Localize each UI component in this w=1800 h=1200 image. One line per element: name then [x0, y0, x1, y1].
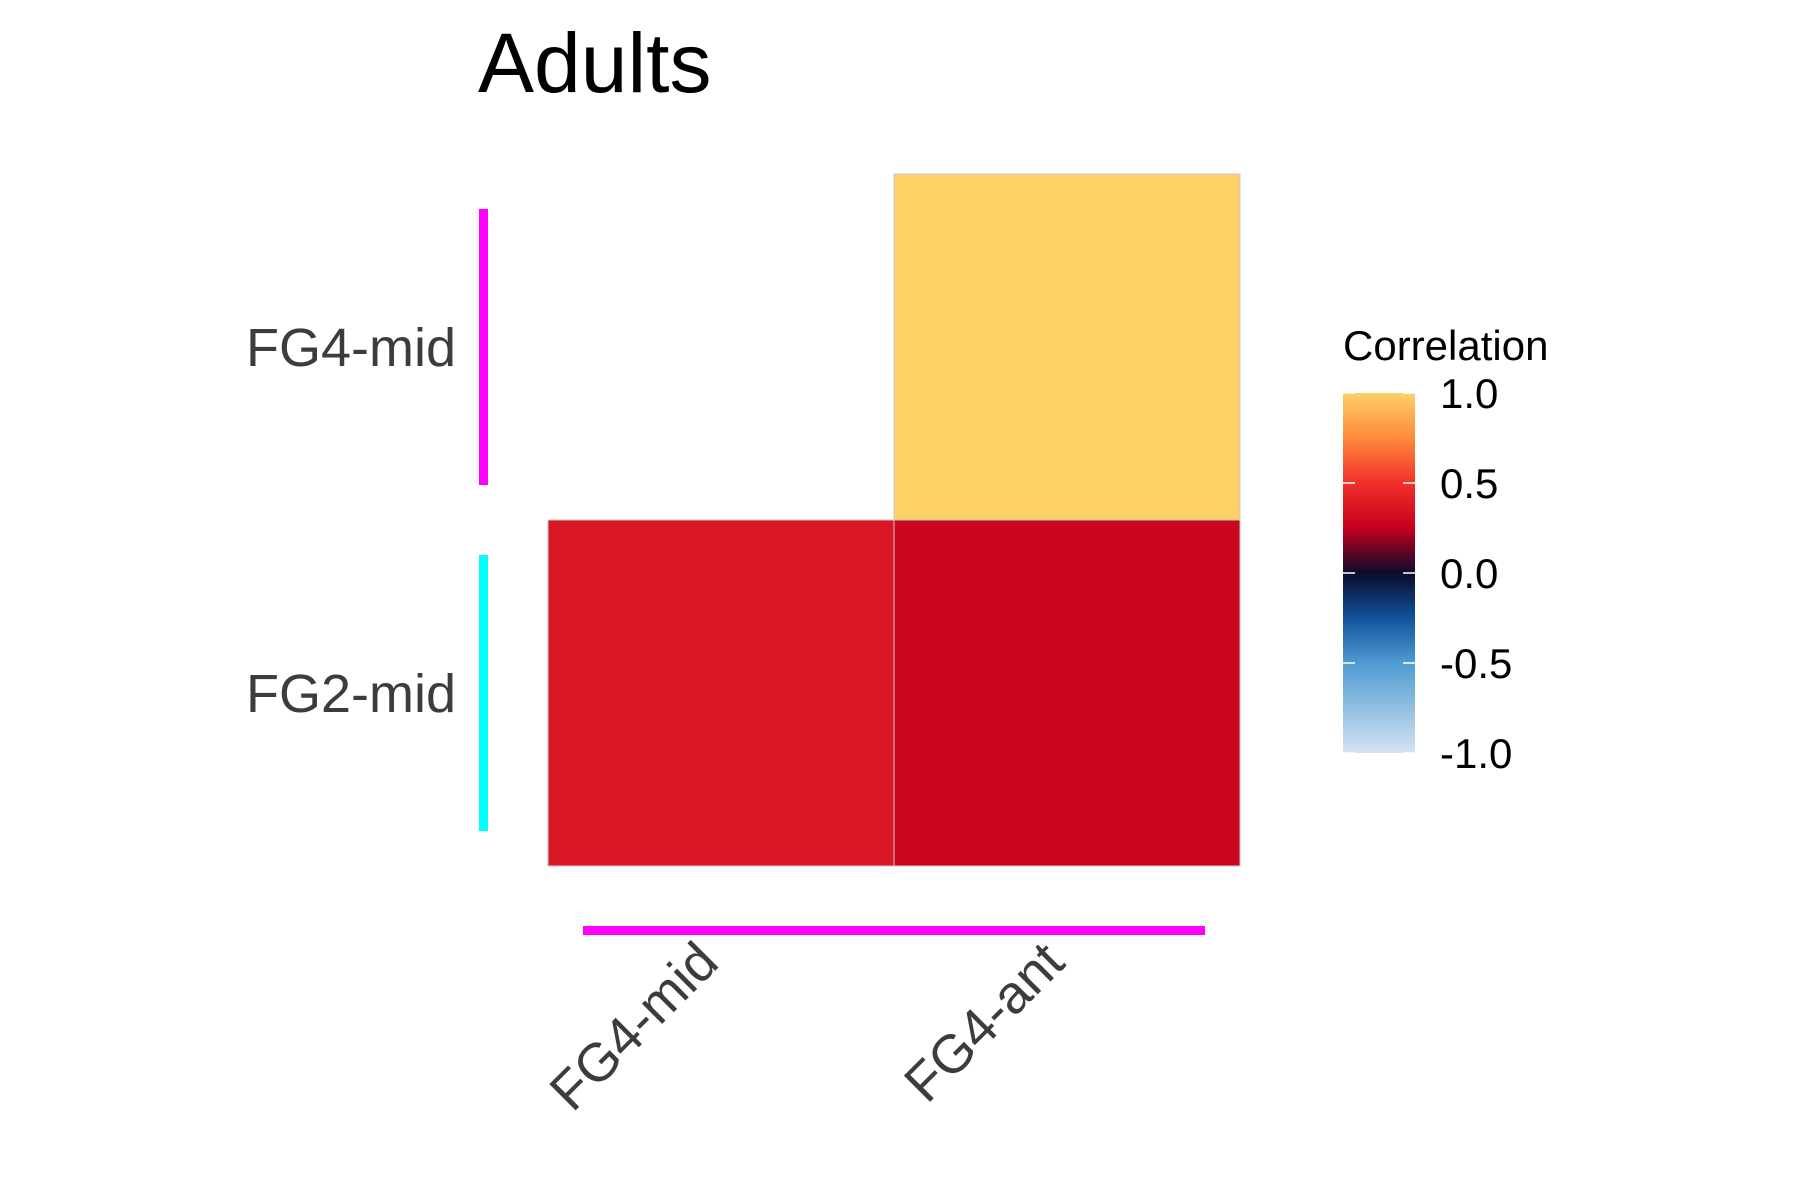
y-tick-label: FG2-mid [246, 664, 456, 724]
y-group-bars [479, 209, 488, 831]
x-tick-label: FG4-mid [539, 931, 730, 1122]
legend-tick-label: -1.0 [1440, 730, 1512, 777]
legend-tick-label: -0.5 [1440, 640, 1512, 687]
y-group-bar [479, 209, 488, 485]
heatmap-cells [547, 173, 1241, 867]
x-group-bar [583, 926, 894, 935]
x-tick-label: FG4-ant [893, 931, 1075, 1113]
heatmap-cell [547, 519, 895, 867]
y-group-bar [479, 555, 488, 831]
x-tick-labels: FG4-mid FG4-ant [539, 931, 1076, 1122]
legend-title: Correlation [1343, 322, 1548, 369]
x-group-bars [583, 926, 1205, 935]
heatmap-cell [893, 173, 1241, 521]
legend-tick-label: 0.5 [1440, 460, 1498, 507]
y-tick-labels: FG4-mid FG2-mid [246, 318, 456, 724]
heatmap-cell [893, 519, 1241, 867]
y-tick-label: FG4-mid [246, 318, 456, 378]
legend-ticks: 1.0 0.5 0.0 -0.5 -1.0 [1343, 370, 1512, 777]
legend-tick-label: 1.0 [1440, 370, 1498, 417]
legend-tick-label: 0.0 [1440, 550, 1498, 597]
chart-title: Adults [478, 16, 711, 110]
x-group-bar [894, 926, 1205, 935]
legend: Correlation 1.0 0.5 0.0 -0.5 -1.0 [1343, 322, 1548, 777]
